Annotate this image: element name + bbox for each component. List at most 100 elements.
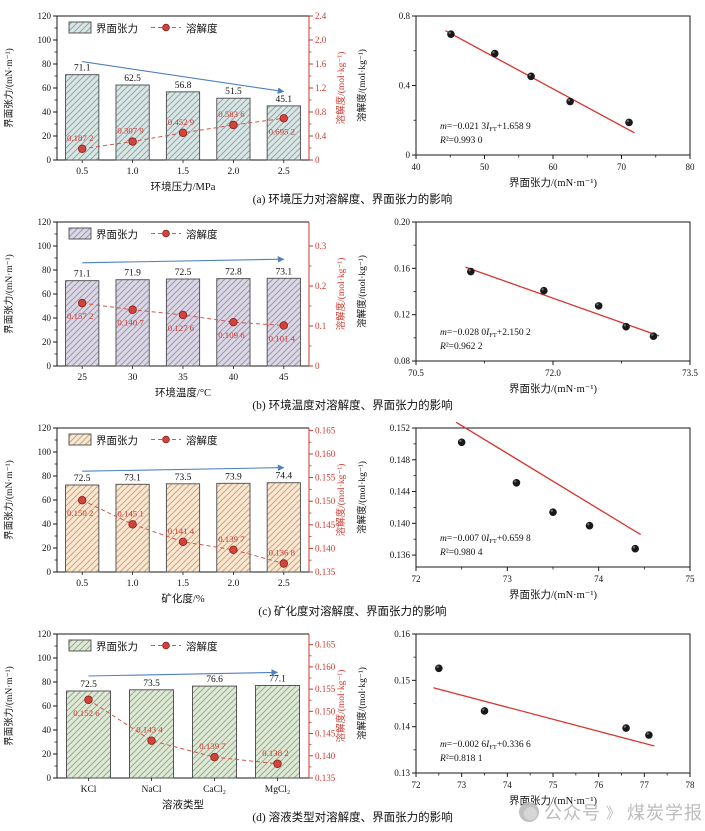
svg-text:0.165: 0.165: [315, 425, 336, 435]
svg-text:溶解度: 溶解度: [186, 22, 218, 35]
scatter-ylabel-a: 溶解度/(mol·kg⁻¹): [356, 49, 368, 122]
svg-text:60: 60: [42, 701, 52, 711]
svg-text:72.5: 72.5: [74, 474, 91, 484]
svg-text:0.152: 0.152: [390, 423, 410, 433]
svg-text:0.8: 0.8: [399, 11, 411, 21]
svg-text:1.5: 1.5: [177, 167, 189, 177]
fit-line-c: [455, 421, 642, 536]
scatter-xlabel-a: 界面张力/(mN·m⁻¹): [509, 176, 598, 189]
fit-equation-b: m=−0.028 0IFT+2.150 2: [440, 328, 531, 339]
scatter-chart-c: 72 73 74 75 0.136 0.140 0.144 0.148 0.152 m=−0.00…: [356, 421, 695, 601]
trend-arrow-a: [82, 61, 285, 94]
svg-text:0.1: 0.1: [315, 321, 326, 331]
svg-text:0.139 7: 0.139 7: [199, 741, 226, 751]
svg-text:20: 20: [42, 337, 52, 347]
svg-text:0.695 2: 0.695 2: [269, 126, 295, 136]
svg-text:100: 100: [38, 447, 52, 457]
svg-text:0: 0: [47, 567, 52, 577]
svg-text:0.140: 0.140: [390, 518, 411, 528]
svg-text:1.0: 1.0: [127, 167, 139, 177]
scatter-xlabel-c: 界面张力/(mN·m⁻¹): [509, 588, 598, 601]
svg-text:溶解度: 溶解度: [186, 228, 218, 241]
svg-text:0.101 4: 0.101 4: [269, 333, 296, 343]
svg-text:0.136: 0.136: [390, 550, 411, 560]
svg-text:0.150 2: 0.150 2: [67, 508, 93, 518]
svg-text:0.157 2: 0.157 2: [67, 311, 93, 321]
fit-line-a: [445, 30, 635, 134]
svg-text:0.109 6: 0.109 6: [218, 330, 245, 340]
svg-text:0.14: 0.14: [394, 722, 410, 732]
scatter-points-d: [435, 664, 653, 739]
scatter-points-a: [447, 30, 633, 127]
svg-text:0.145: 0.145: [315, 520, 336, 530]
scatter-axes-b: 70.5 72.0 73.5 0.08 0.12 0.16 0.20: [394, 217, 698, 378]
bars-a: 71.1 0.5 62.5 1.0 56.8 1.5 51.5 2.0 45.1 2.5: [65, 64, 301, 177]
svg-text:0.143 4: 0.143 4: [136, 725, 163, 735]
fit-line-d: [433, 687, 655, 747]
fit-equation-a: m=−0.021 3IFT+1.658 9: [440, 122, 531, 133]
figure-row-d: 0 20 40 60 80 100 120 0.135 0.140 0.145 0.150 0.155…: [0, 622, 705, 828]
svg-text:60: 60: [549, 162, 559, 172]
svg-text:界面张力: 界面张力: [96, 228, 138, 241]
svg-text:0: 0: [47, 361, 52, 371]
figure-row-a: 0 20 40 60 80 100 120 0 0.4 0.8 1.2 1.6 2.0 2.4 71.1 0.…: [0, 4, 705, 210]
svg-text:74: 74: [503, 780, 513, 790]
svg-text:77: 77: [640, 780, 650, 790]
svg-text:0.165: 0.165: [315, 640, 336, 650]
trend-arrow-b: [82, 256, 285, 264]
svg-text:71.1: 71.1: [74, 270, 91, 280]
svg-text:71.9: 71.9: [124, 269, 141, 279]
svg-text:0.139 7: 0.139 7: [218, 534, 245, 544]
svg-text:0.16: 0.16: [394, 629, 410, 639]
scatter-ylabel-b: 溶解度/(mol·kg⁻¹): [356, 255, 368, 328]
bar-xlabel-b: 环境温度/°C: [155, 386, 211, 399]
bar-legend-d: 界面张力 溶解度: [68, 639, 218, 653]
svg-text:70: 70: [617, 162, 627, 172]
svg-text:73.5: 73.5: [682, 368, 698, 378]
svg-text:0.4: 0.4: [399, 81, 411, 91]
svg-text:73.1: 73.1: [275, 267, 292, 277]
r-squared-a: R²=0.993 0: [439, 136, 483, 146]
svg-text:30: 30: [128, 373, 138, 383]
svg-text:40: 40: [42, 725, 52, 735]
svg-text:0.08: 0.08: [394, 356, 410, 366]
bar-chart-a: 0 20 40 60 80 100 120 0 0.4 0.8 1.2 1.6 2.0 2.4 71.1 0.…: [3, 11, 347, 193]
svg-text:0.583 6: 0.583 6: [218, 109, 245, 119]
solubility-series-b: 0.157 2 0.140 7 0.127 6 0.109 6 0.101 4: [67, 298, 296, 343]
bars-d: 72.5 KCl 73.5 NaCl 76.6 CaCl₂ 77.1 MgCl₂: [65, 674, 300, 795]
svg-text:77.1: 77.1: [269, 674, 286, 684]
svg-text:0: 0: [47, 155, 52, 165]
bar-chart-b: 0 20 40 60 80 100 120 0 0.1 0.2 0.3 71.1 25 71.9 30 72.…: [3, 217, 347, 399]
scatter-axes-a: 40 50 60 70 80 0 0.4 0.8: [399, 11, 695, 172]
svg-text:20: 20: [42, 543, 52, 553]
svg-text:MgCl₂: MgCl₂: [265, 785, 291, 795]
subfigure-caption-d: (d) 溶液类型对溶解度、界面张力的影响: [252, 812, 453, 824]
svg-text:0.155: 0.155: [315, 473, 336, 483]
svg-text:73: 73: [503, 574, 513, 584]
svg-text:0.160: 0.160: [315, 662, 336, 672]
svg-text:0.5: 0.5: [76, 167, 88, 177]
svg-text:72.5: 72.5: [175, 268, 192, 278]
svg-text:0.13: 0.13: [394, 768, 410, 778]
svg-text:80: 80: [42, 471, 52, 481]
bar-chart-c: 0 20 40 60 80 100 120 0.135 0.140 0.145 0.150 0.155…: [3, 423, 347, 605]
svg-text:2.4: 2.4: [315, 11, 327, 21]
svg-text:0.145: 0.145: [315, 729, 336, 739]
svg-text:溶解度: 溶解度: [186, 640, 218, 653]
svg-text:72: 72: [412, 780, 421, 790]
svg-text:0.127 6: 0.127 6: [168, 323, 195, 333]
svg-text:0.140: 0.140: [315, 751, 336, 761]
svg-text:51.5: 51.5: [225, 87, 242, 97]
svg-text:2.0: 2.0: [227, 579, 239, 589]
svg-text:80: 80: [686, 162, 696, 172]
r-squared-d: R²=0.818 1: [439, 754, 483, 764]
svg-text:2.5: 2.5: [278, 167, 290, 177]
svg-text:76: 76: [594, 780, 604, 790]
svg-text:60: 60: [42, 83, 52, 93]
svg-text:0.138 2: 0.138 2: [262, 748, 288, 758]
svg-text:界面张力: 界面张力: [96, 22, 138, 35]
svg-text:80: 80: [42, 59, 52, 69]
bar-ylabel-left-b: 界面张力/(mN·m⁻¹): [3, 254, 15, 334]
trend-arrow-c: [82, 464, 285, 472]
